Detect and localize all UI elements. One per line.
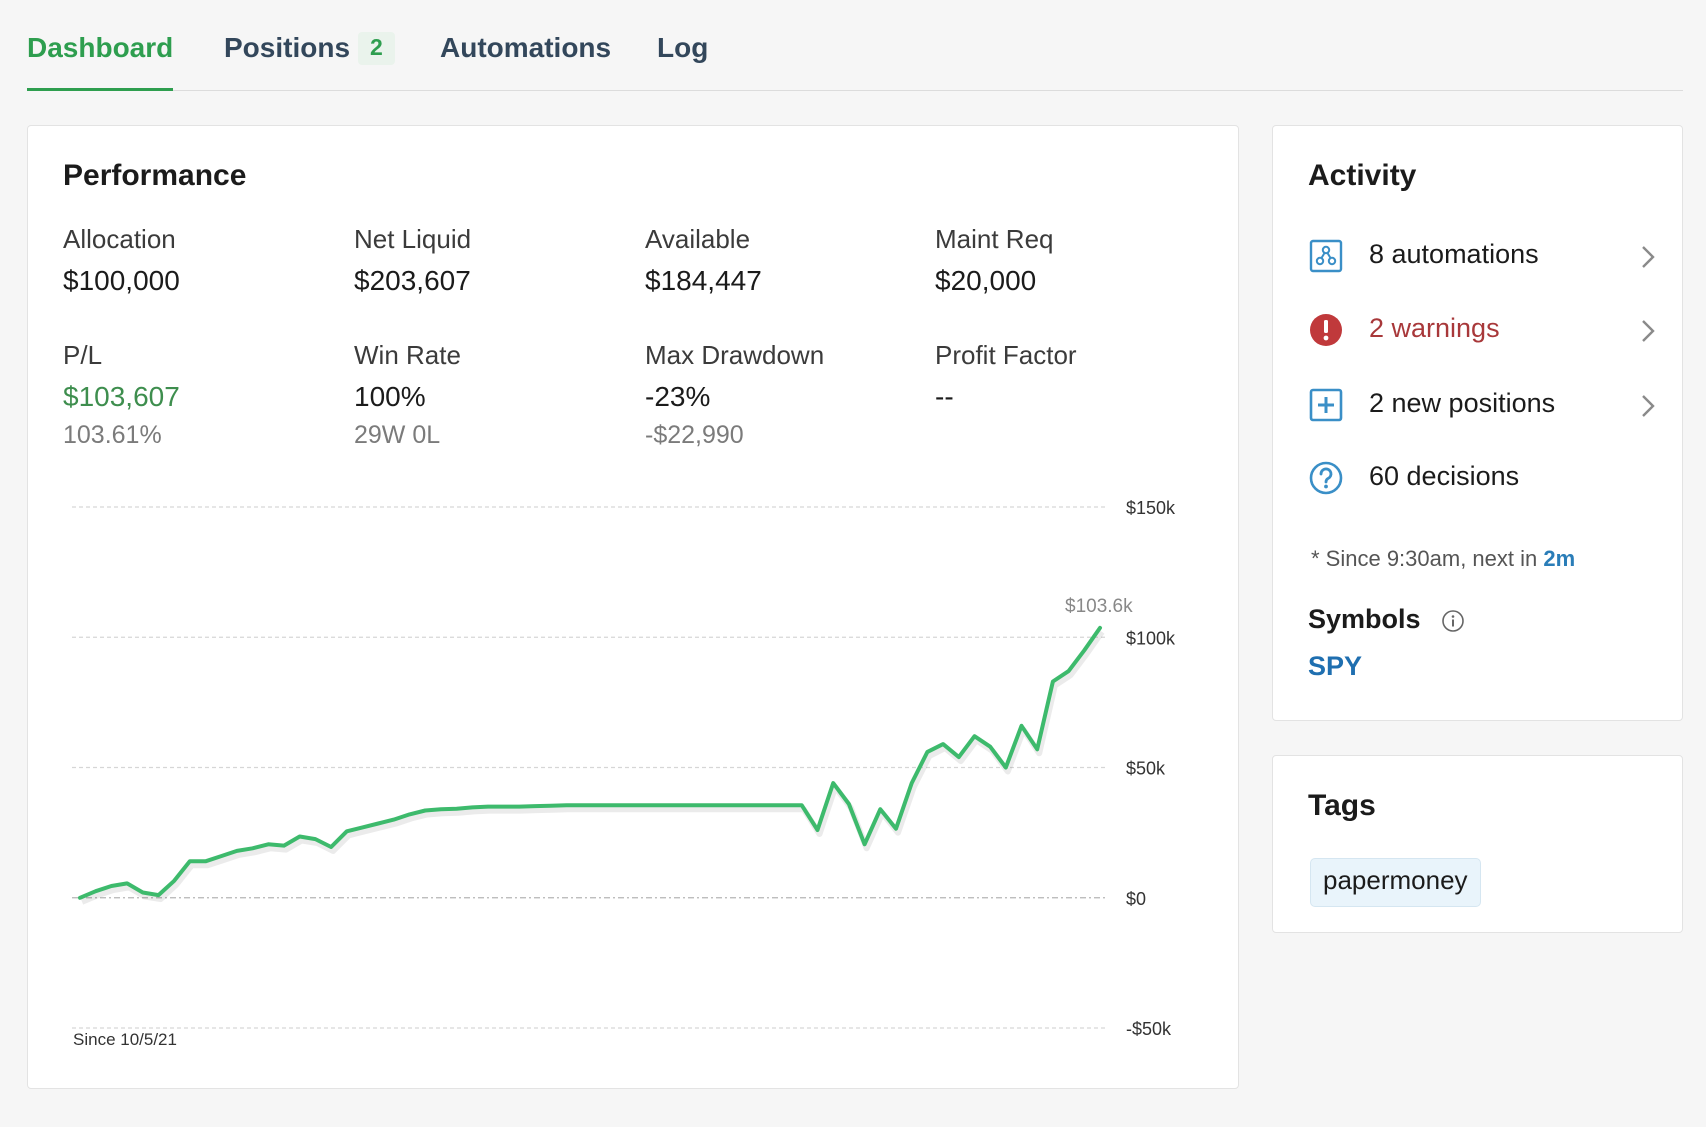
metric-label: Max Drawdown xyxy=(645,340,825,370)
chart-footer: Since 10/5/21 xyxy=(73,1030,177,1049)
y-tick-label: $50k xyxy=(1126,759,1166,779)
metric-sub: 29W 0L xyxy=(354,421,441,449)
chevron-right-icon xyxy=(1642,246,1655,268)
tags-title: Tags xyxy=(1308,789,1376,822)
metric-maint-req: Maint Req $20,000 xyxy=(935,224,1054,297)
metric-label: Allocation xyxy=(63,224,176,254)
metric-value: $20,000 xyxy=(935,265,1037,296)
positions-count-badge: 2 xyxy=(358,32,395,65)
metric-value: $100,000 xyxy=(63,265,180,296)
tag-chip[interactable]: papermoney xyxy=(1310,858,1481,907)
metric-label: Maint Req xyxy=(935,224,1054,254)
y-tick-label: $100k xyxy=(1126,628,1176,648)
info-icon[interactable] xyxy=(1441,609,1465,633)
tab-positions-label: Positions xyxy=(224,32,351,63)
series-line-shadow xyxy=(80,630,1105,905)
metric-profit-factor: Profit Factor -- xyxy=(935,340,1077,413)
automation-icon xyxy=(1309,239,1343,273)
symbols-title: Symbols xyxy=(1308,604,1421,634)
plus-box-icon xyxy=(1309,388,1343,422)
activity-label: 8 automations xyxy=(1369,239,1539,269)
tab-log-label: Log xyxy=(657,32,709,63)
activity-item-automations[interactable]: 8 automations xyxy=(1308,234,1655,278)
y-tick-label: -$50k xyxy=(1126,1019,1172,1039)
tags-card: Tags papermoney xyxy=(1272,755,1683,933)
pl-line-chart: $150k $100k $50k $0 -$50k $103.6k Since 10/5/2… xyxy=(72,498,1176,1049)
y-tick-label: $0 xyxy=(1126,889,1146,909)
refresh-note-text: * Since 9:30am, next in xyxy=(1311,546,1544,571)
activity-item-warnings[interactable]: 2 warnings xyxy=(1308,308,1655,352)
metric-max-drawdown: Max Drawdown -23% -$22,990 xyxy=(645,340,824,450)
activity-label: 60 decisions xyxy=(1369,461,1520,491)
symbol-link-spy[interactable]: SPY xyxy=(1308,651,1363,681)
performance-card: Performance Allocation $100,000 Net Liqu… xyxy=(27,125,1239,1089)
tab-log[interactable]: Log xyxy=(657,32,708,91)
metric-label: Net Liquid xyxy=(354,224,472,254)
metric-value: 100% xyxy=(354,381,426,412)
metric-allocation: Allocation $100,000 xyxy=(63,224,180,297)
metric-label: Profit Factor xyxy=(935,340,1077,370)
activity-label: 2 new positions xyxy=(1369,388,1556,418)
performance-title: Performance xyxy=(63,159,247,192)
activity-card: Activity 8 automations 2 warnings xyxy=(1272,125,1683,721)
metric-label: Win Rate xyxy=(354,340,461,370)
tab-dashboard-label: Dashboard xyxy=(27,32,174,63)
tab-positions[interactable]: Positions 2 xyxy=(224,32,395,91)
metric-value: -- xyxy=(935,381,954,412)
last-value-label: $103.6k xyxy=(1065,596,1133,617)
metric-label: Available xyxy=(645,224,751,254)
metric-value: $103,607 xyxy=(63,381,180,412)
activity-label: 2 warnings xyxy=(1369,313,1500,343)
warning-icon xyxy=(1310,314,1342,346)
refresh-countdown: 2m xyxy=(1543,546,1576,571)
activity-item-new-positions[interactable]: 2 new positions xyxy=(1308,383,1655,427)
tab-automations-label: Automations xyxy=(440,32,612,63)
series-line xyxy=(78,625,1102,900)
activity-title: Activity xyxy=(1308,159,1417,192)
metric-pl: P/L $103,607 103.61% xyxy=(63,340,180,450)
metric-win-rate: Win Rate 100% 29W 0L xyxy=(354,340,461,450)
activity-item-decisions: 60 decisions xyxy=(1308,456,1648,500)
tab-dashboard[interactable]: Dashboard xyxy=(27,32,174,91)
metric-net-liquid: Net Liquid $203,607 xyxy=(354,224,471,297)
tab-bar: Dashboard Positions 2 Automations Log xyxy=(27,0,1683,91)
tab-automations[interactable]: Automations xyxy=(440,32,611,91)
question-icon xyxy=(1309,461,1343,495)
metric-label: P/L xyxy=(63,340,103,370)
metric-available: Available $184,447 xyxy=(645,224,762,297)
metric-sub: -$22,990 xyxy=(645,421,744,449)
metric-sub: 103.61% xyxy=(63,421,162,449)
metric-value: $184,447 xyxy=(645,265,762,296)
y-tick-label: $150k xyxy=(1126,498,1176,518)
refresh-note: * Since 9:30am, next in 2m xyxy=(1311,546,1575,572)
chevron-right-icon xyxy=(1642,320,1655,342)
metric-value: -23% xyxy=(645,381,711,412)
metric-value: $203,607 xyxy=(354,265,471,296)
chevron-right-icon xyxy=(1642,395,1655,417)
